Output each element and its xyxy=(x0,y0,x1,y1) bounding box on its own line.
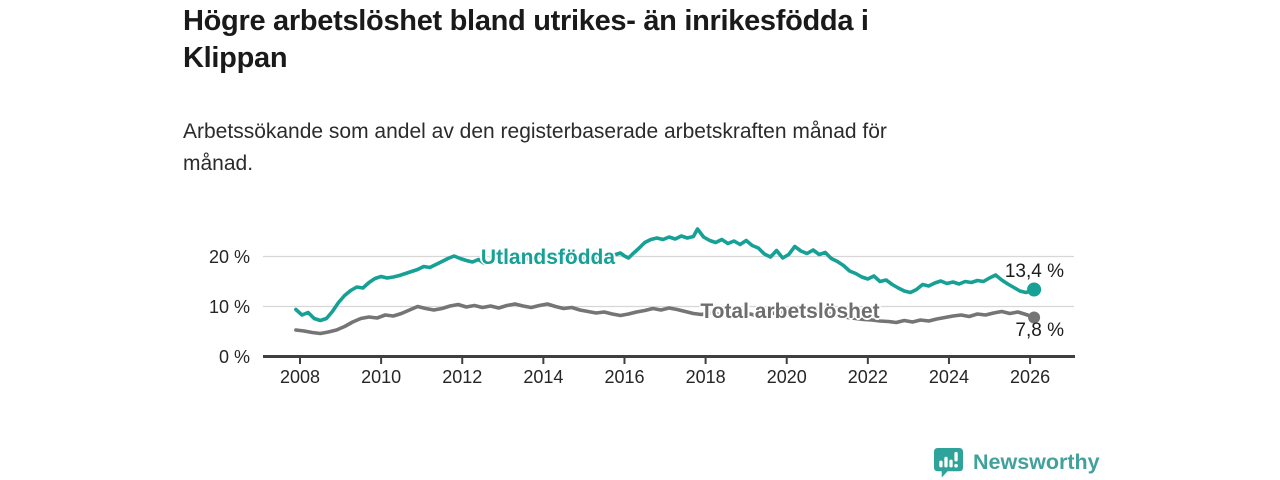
x-tick-label: 2018 xyxy=(685,367,726,387)
series-end-dot-1 xyxy=(1028,311,1041,324)
series-line-1 xyxy=(294,302,1036,336)
x-tick-label: 2020 xyxy=(766,367,807,387)
title-line-1: Högre arbetslöshet bland utrikes- än inr… xyxy=(183,5,869,37)
chart-subtitle: Arbetssökande som andel av den registerb… xyxy=(183,116,1083,180)
page-title: Högre arbetslöshet bland utrikes- än inr… xyxy=(183,3,1083,77)
logo-text: Newsworthy xyxy=(973,450,1100,474)
newsworthy-logo: Newsworthy xyxy=(933,446,1100,478)
bar-chart-speech-bubble-icon xyxy=(933,447,964,478)
end-value-label-total: 7,8 % xyxy=(1015,320,1064,341)
x-tick-label: 2008 xyxy=(279,367,321,387)
series-line-0 xyxy=(294,227,1036,323)
x-tick-label: 2014 xyxy=(523,367,564,387)
title-line-2: Klippan xyxy=(183,42,288,74)
x-tick-label: 2016 xyxy=(604,367,645,387)
series-label-total-arbetsloshet: Total arbetslöshet xyxy=(700,300,880,323)
x-tick-label: 2022 xyxy=(847,367,888,387)
y-tick-label: 20 % xyxy=(208,246,250,267)
x-tick-label: 2026 xyxy=(1010,367,1051,387)
x-tick-label: 2024 xyxy=(928,367,969,387)
y-tick-label: 0 % xyxy=(218,346,250,367)
subtitle-line-1: Arbetssökande som andel av den registerb… xyxy=(183,120,887,143)
y-tick-label: 10 % xyxy=(208,296,250,317)
x-tick-label: 2010 xyxy=(361,367,402,387)
end-value-label-utlandsfodda: 13,4 % xyxy=(1004,261,1064,282)
series-label-utlandsfodda: Utlandsfödda xyxy=(480,246,616,269)
series-end-dot-0 xyxy=(1027,282,1042,297)
subtitle-line-2: månad. xyxy=(183,152,254,175)
x-tick-label: 2012 xyxy=(442,367,483,387)
